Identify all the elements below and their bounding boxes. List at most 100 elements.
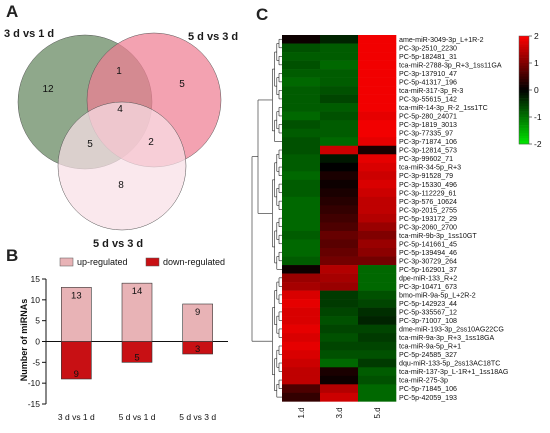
colorbar-segment: [519, 36, 529, 39]
colorbar-segment: [519, 133, 529, 137]
heatmap: ame-miR-3049-3p_L+1R-2PC-3p-2510_2230PC-…: [251, 31, 542, 418]
heatmap-cell: [282, 137, 321, 147]
heatmap-cell: [282, 367, 321, 377]
heatmap-cell: [320, 162, 359, 172]
heatmap-row-label: bmo-miR-9a-5p_L+2R-2: [399, 292, 476, 300]
venn-count-bc: 2: [148, 137, 154, 148]
bar-up-regulated: [121, 282, 153, 342]
heatmap-row-label: tca-miR-34-5p_R+3: [399, 164, 461, 172]
y-tick-label: -5: [32, 357, 40, 367]
colorbar-segment: [519, 76, 529, 80]
heatmap-cell: [358, 230, 397, 240]
heatmap-cell: [358, 179, 397, 189]
heatmap-row-label: PC-3p-99602_71: [399, 155, 453, 163]
heatmap-cell: [358, 52, 397, 61]
heatmap-cell: [282, 282, 321, 291]
colorbar-segment: [519, 68, 529, 72]
heatmap-cell: [282, 205, 321, 215]
heatmap-cell: [282, 43, 321, 53]
heatmap-cell: [282, 248, 321, 257]
venn-count-c-only: 8: [118, 180, 124, 191]
panel-b-letter: B: [6, 246, 19, 265]
heatmap-row-label: PC-5p-71845_106: [399, 385, 457, 393]
heatmap-cell: [282, 94, 321, 104]
heatmap-row-label: PC-3p-112229_61: [399, 189, 457, 197]
heatmap-cell: [358, 111, 397, 121]
heatmap-cell: [358, 77, 397, 87]
venn-count-ac: 5: [87, 139, 93, 150]
heatmap-row-label: PC-5p-139494_46: [399, 249, 457, 257]
colorbar-segment: [519, 71, 529, 75]
heatmap-row-label: PC-3p-71874_106: [399, 138, 457, 146]
heatmap-row-label: PC-3p-12814_573: [399, 147, 457, 155]
bar-data-label-up: 13: [71, 290, 82, 301]
heatmap-cell: [358, 128, 397, 138]
heatmap-cell: [320, 213, 359, 223]
heatmap-cell: [282, 145, 321, 155]
venn-count-b-only: 5: [179, 79, 185, 90]
heatmap-row-label: dme-miR-193-3p_2ss10AG22CG: [399, 326, 504, 334]
heatmap-cell: [320, 111, 359, 121]
colorbar-segment: [519, 98, 529, 102]
heatmap-cell: [320, 120, 359, 130]
heatmap-row-label: PC-3p-2510_2230: [399, 44, 457, 52]
heatmap-cell: [320, 384, 359, 394]
heatmap-cell: [282, 350, 321, 360]
heatmap-cell: [358, 307, 397, 317]
heatmap-cell: [358, 94, 397, 104]
heatmap-cell: [358, 145, 397, 155]
colorbar-segment: [519, 90, 529, 93]
colorbar-segment: [519, 79, 529, 83]
heatmap-cell: [358, 205, 397, 215]
heatmap-cell: [282, 316, 321, 325]
venn-count-ab: 1: [116, 66, 122, 77]
heatmap-cell: [358, 341, 397, 351]
heatmap-cell: [282, 256, 321, 266]
heatmap-row-label: PC-3p-91528_79: [399, 172, 453, 180]
heatmap-cell: [320, 205, 359, 215]
heatmap-cell: [320, 273, 359, 283]
colorbar-segment: [519, 117, 529, 120]
x-category-label: 5 d vs 1 d: [119, 412, 156, 422]
heatmap-cell: [358, 213, 397, 223]
colorbar-segment: [519, 106, 529, 110]
heatmap-cell: [358, 265, 397, 274]
venn-set-label-2: 5 d vs 3 d: [188, 31, 238, 43]
colorbar-segment: [519, 138, 529, 142]
heatmap-cell: [320, 256, 359, 266]
heatmap-cell: [282, 341, 321, 351]
heatmap-row-label: tca-miR-275-3p: [399, 377, 448, 385]
heatmap-cell: [320, 341, 359, 351]
heatmap-row-label: PC-5p-42059_193: [399, 394, 457, 402]
panel-c-letter: C: [256, 5, 269, 24]
y-tick-label: 15: [31, 274, 41, 284]
heatmap-cell: [282, 52, 321, 61]
heatmap-row-label: tca-miR-14-3p_R-2_1ss1TC: [399, 104, 488, 112]
x-category-label: 5 d vs 3 d: [179, 412, 216, 422]
heatmap-row-label: PC-3p-2015_2755: [399, 206, 457, 214]
venn-set-label-3: 5 d vs 3 d: [93, 238, 143, 250]
y-tick-label: -10: [28, 378, 41, 388]
heatmap-row-label: tca-miR-317-3p_R-3: [399, 87, 463, 95]
heatmap-cell: [358, 316, 397, 325]
heatmap-cell: [282, 265, 321, 274]
heatmap-cell: [320, 299, 359, 308]
heatmap-cell: [358, 43, 397, 53]
colorbar-segment: [519, 73, 529, 77]
heatmap-row-label: PC-3p-137910_47: [399, 70, 457, 78]
heatmap-row-label: PC-3p-55615_142: [399, 96, 457, 104]
colorbar-tick-label: 2: [534, 31, 539, 41]
heatmap-cell: [358, 299, 397, 308]
colorbar-segment: [519, 125, 529, 129]
bar-data-label-up: 9: [195, 307, 200, 318]
heatmap-cell: [358, 86, 397, 95]
x-category-label: 3 d vs 1 d: [58, 412, 95, 422]
heatmap-cell: [320, 188, 359, 198]
heatmap-cell: [358, 137, 397, 147]
heatmap-cell: [282, 162, 321, 172]
colorbar-segment: [519, 100, 529, 104]
heatmap-cell: [320, 60, 359, 70]
heatmap-cell: [282, 358, 321, 368]
heatmap-column-label: 5.d: [373, 407, 382, 418]
colorbar-segment: [519, 108, 529, 112]
